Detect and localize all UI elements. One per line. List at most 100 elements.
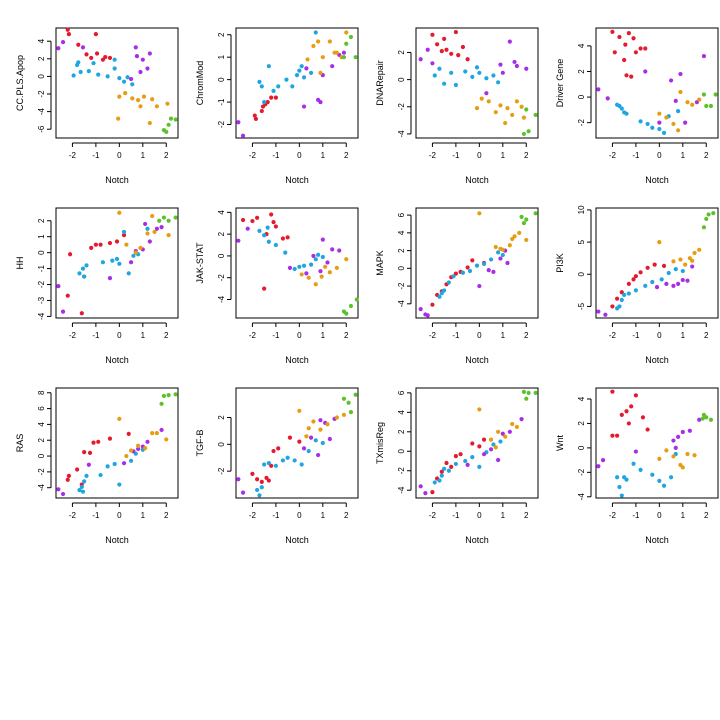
- data-point: [65, 477, 70, 482]
- data-point: [159, 225, 164, 230]
- y-tick-label: 6: [397, 390, 406, 395]
- data-point: [711, 211, 716, 216]
- data-point: [240, 490, 246, 495]
- data-point: [474, 65, 480, 70]
- data-point: [650, 472, 655, 477]
- data-point: [318, 269, 323, 274]
- data-point: [262, 462, 267, 467]
- data-point: [285, 235, 290, 240]
- data-point: [344, 257, 349, 262]
- data-point: [673, 445, 678, 450]
- data-point: [477, 211, 482, 216]
- data-point: [259, 485, 264, 490]
- data-point: [446, 468, 451, 473]
- data-point: [308, 70, 314, 75]
- data-point: [346, 400, 351, 405]
- data-point: [510, 421, 515, 427]
- data-point: [259, 108, 264, 114]
- data-point: [524, 396, 529, 401]
- data-point: [313, 30, 318, 35]
- x-tick-label: 0: [117, 331, 122, 340]
- data-point: [128, 448, 134, 453]
- x-tick-label: -1: [272, 151, 280, 160]
- data-point: [344, 41, 349, 46]
- x-tick-label: 2: [164, 511, 169, 520]
- data-point: [105, 464, 110, 469]
- data-point: [166, 233, 171, 238]
- y-tick-label: -2: [37, 280, 46, 288]
- data-point: [341, 55, 347, 60]
- data-point: [470, 258, 475, 263]
- y-tick-label: 2: [37, 218, 46, 223]
- data-point: [325, 422, 330, 427]
- data-point: [280, 236, 286, 241]
- data-point: [439, 291, 444, 296]
- data-point: [154, 104, 159, 109]
- data-point: [633, 393, 638, 398]
- data-point: [117, 482, 122, 487]
- data-point: [154, 431, 159, 436]
- data-point: [692, 250, 697, 256]
- data-point: [236, 238, 241, 243]
- data-point: [145, 226, 150, 231]
- data-point: [255, 487, 260, 493]
- x-tick-label: -2: [69, 331, 77, 340]
- data-point: [316, 452, 321, 458]
- data-point: [301, 104, 307, 109]
- data-point: [330, 64, 335, 69]
- x-tick-label: -2: [249, 511, 257, 520]
- data-point: [344, 30, 349, 35]
- data-point: [130, 96, 135, 101]
- data-point: [341, 396, 347, 401]
- data-point: [313, 282, 318, 287]
- scatter-panel: -2 -1 0 1 2 -2 0 2 4 Notch Driver Gene: [555, 27, 719, 185]
- data-point: [430, 490, 435, 495]
- data-point: [439, 469, 444, 474]
- data-point: [671, 438, 676, 443]
- data-point: [91, 61, 96, 66]
- data-point: [678, 257, 683, 262]
- data-point: [121, 233, 127, 238]
- data-point: [442, 81, 447, 86]
- y-tick-label: 4: [577, 396, 586, 401]
- y-tick-label: 0: [217, 442, 226, 447]
- data-point: [519, 104, 524, 109]
- data-point: [507, 39, 512, 44]
- y-tick-label: -2: [217, 274, 226, 282]
- data-point: [444, 47, 449, 52]
- y-tick-label: 2: [397, 429, 406, 434]
- scatter-panel: -2 -1 0 1 2 -4 -2 0 2 4 6 Notch MAPK: [375, 207, 539, 365]
- y-tick-label: 2: [37, 56, 46, 61]
- y-tick-label: 0: [577, 271, 586, 276]
- data-point: [680, 429, 685, 435]
- data-point: [680, 268, 685, 274]
- y-tick-label: -4: [577, 493, 586, 501]
- data-point: [77, 271, 82, 276]
- data-point: [676, 434, 681, 439]
- y-axis-label: JAK-STAT: [195, 242, 205, 284]
- data-point: [683, 120, 688, 125]
- data-point: [496, 250, 501, 255]
- data-point: [257, 228, 262, 233]
- y-tick-label: 2: [217, 415, 226, 420]
- data-point: [173, 392, 178, 397]
- data-point: [432, 480, 437, 485]
- data-point: [297, 68, 302, 73]
- data-point: [65, 293, 70, 298]
- data-point: [451, 274, 456, 279]
- data-point: [453, 82, 458, 88]
- data-point: [327, 270, 332, 275]
- data-point: [657, 111, 662, 116]
- data-point: [161, 215, 167, 220]
- x-tick-label: -2: [249, 151, 257, 160]
- data-point: [262, 286, 267, 291]
- data-point: [521, 220, 527, 226]
- data-point: [690, 264, 695, 269]
- data-point: [507, 429, 512, 434]
- y-tick-label: 5: [577, 239, 586, 244]
- data-point: [626, 31, 631, 36]
- x-tick-label: 2: [164, 331, 169, 340]
- y-axis-label: PI3K: [555, 253, 565, 273]
- data-point: [112, 57, 117, 62]
- data-point: [82, 479, 87, 484]
